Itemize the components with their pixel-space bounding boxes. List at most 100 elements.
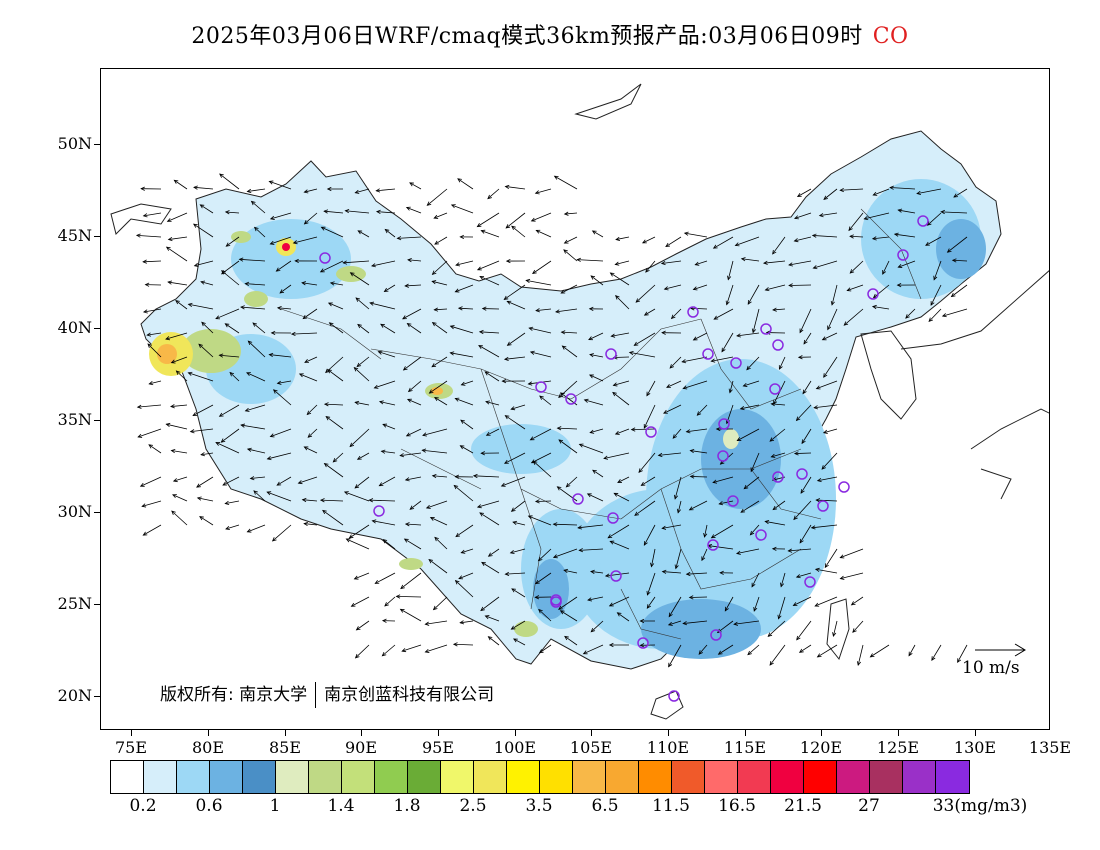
wind-arrow-head (480, 606, 485, 612)
wind-arrow-head (616, 612, 622, 617)
wind-arrow-head (172, 494, 177, 499)
wind-arrow-head (403, 538, 409, 543)
wind-arrow-head (455, 532, 461, 538)
wind-arrow (528, 515, 552, 526)
wind-arrow (346, 538, 370, 550)
wind-arrow (270, 236, 292, 245)
wind-arrow (713, 308, 734, 320)
wind-arrow (486, 428, 500, 436)
wind-arrow (428, 559, 448, 574)
city-marker (804, 576, 816, 588)
wind-arrow (478, 345, 500, 358)
city-marker (702, 348, 714, 360)
wind-arrow (432, 475, 448, 478)
wind-arrow (429, 380, 448, 394)
wind-arrow (407, 259, 422, 262)
wind-arrow (746, 356, 760, 370)
wind-arrow (307, 428, 318, 438)
wind-arrow-head (421, 448, 427, 453)
wind-arrow-head (683, 231, 689, 236)
wind-arrow-head (175, 299, 180, 305)
wind-arrow (693, 284, 708, 290)
wind-arrow (898, 260, 916, 268)
wind-arrow-head (814, 602, 820, 607)
wind-arrow (712, 476, 734, 483)
wind-arrow-head (799, 328, 804, 334)
wind-arrow-head (301, 497, 307, 503)
wind-arrow-head (224, 323, 230, 328)
wind-arrow-head (270, 330, 276, 336)
wind-arrow (485, 615, 500, 622)
wind-arrow (254, 227, 266, 238)
wind-arrow (645, 260, 656, 273)
wind-arrow-head (218, 353, 224, 358)
wind-arrow (225, 500, 240, 505)
wind-arrow (772, 236, 786, 255)
lon-label-75e: 75E (114, 738, 148, 757)
wind-arrow-head (433, 214, 439, 219)
wind-arrow (771, 452, 786, 458)
wind-arrow-head (527, 515, 533, 520)
lon-label-110e: 110E (646, 738, 690, 757)
wind-arrow-head (268, 180, 274, 185)
wind-arrow-head (565, 482, 571, 488)
city-marker (769, 383, 781, 395)
wind-arrow-head (525, 278, 531, 284)
wind-arrow (422, 428, 448, 436)
wind-arrow (511, 620, 526, 630)
wind-arrow-head (812, 265, 818, 270)
wind-arrow-head (563, 249, 568, 254)
wind-arrow-head (794, 215, 799, 220)
wind-arrow (735, 236, 760, 246)
wind-arrow (510, 548, 526, 554)
wind-arrow (646, 380, 656, 396)
wind-arrow (941, 211, 968, 214)
wind-arrow (823, 356, 838, 378)
wind-arrow-head (406, 398, 412, 403)
wind-arrow-head (146, 332, 152, 337)
wind-arrow (219, 404, 240, 417)
lon-tick (285, 730, 286, 736)
wind-arrow-head (696, 411, 702, 416)
wind-key-arrow-icon (975, 643, 1026, 657)
wind-arrow (357, 452, 370, 460)
wind-arrow (737, 428, 760, 441)
wind-arrow-head (778, 365, 783, 370)
wind-arrow-head (487, 636, 493, 641)
wind-arrow (460, 419, 474, 430)
wind-arrow (304, 188, 318, 193)
wind-arrow-head (634, 511, 639, 516)
wind-arrow-head (728, 388, 733, 394)
wind-arrow (172, 494, 188, 502)
wind-arrow (431, 356, 448, 368)
wind-arrow (384, 284, 396, 292)
wind-arrow-head (537, 556, 543, 562)
wind-arrow-head (147, 343, 152, 348)
copyright-notice: 版权所有: 南京大学 南京创蓝科技有限公司 (160, 680, 494, 708)
wind-arrow (822, 332, 838, 341)
wind-arrow (276, 476, 292, 486)
wind-arrow-head (633, 341, 639, 346)
wind-arrow-head (928, 317, 933, 323)
wind-arrow-head (650, 562, 655, 568)
wind-arrow (587, 596, 604, 601)
wind-arrow-head (796, 192, 802, 197)
wind-arrow-head (400, 584, 405, 590)
colorbar-label: 33(mg/m3) (932, 796, 1028, 816)
wind-arrow-head (238, 257, 244, 262)
wind-arrow-head (792, 602, 798, 606)
wind-arrow (677, 500, 682, 513)
wind-arrow (505, 186, 526, 190)
wind-arrow-head (930, 301, 935, 306)
wind-arrow (460, 445, 474, 454)
wind-arrow-head (327, 302, 333, 307)
colorbar-swatch (903, 761, 936, 793)
wind-arrow (898, 209, 916, 214)
wind-arrow (328, 302, 344, 310)
wind-arrow-head (200, 452, 206, 457)
lat-label-25n: 25N (57, 594, 92, 613)
wind-arrow (769, 644, 786, 666)
wind-arrow-head (850, 601, 856, 606)
wind-arrow-head (173, 179, 179, 184)
wind-arrow-head (504, 184, 510, 190)
